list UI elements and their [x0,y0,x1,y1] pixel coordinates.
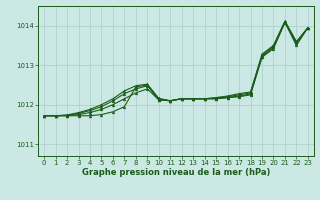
X-axis label: Graphe pression niveau de la mer (hPa): Graphe pression niveau de la mer (hPa) [82,168,270,177]
